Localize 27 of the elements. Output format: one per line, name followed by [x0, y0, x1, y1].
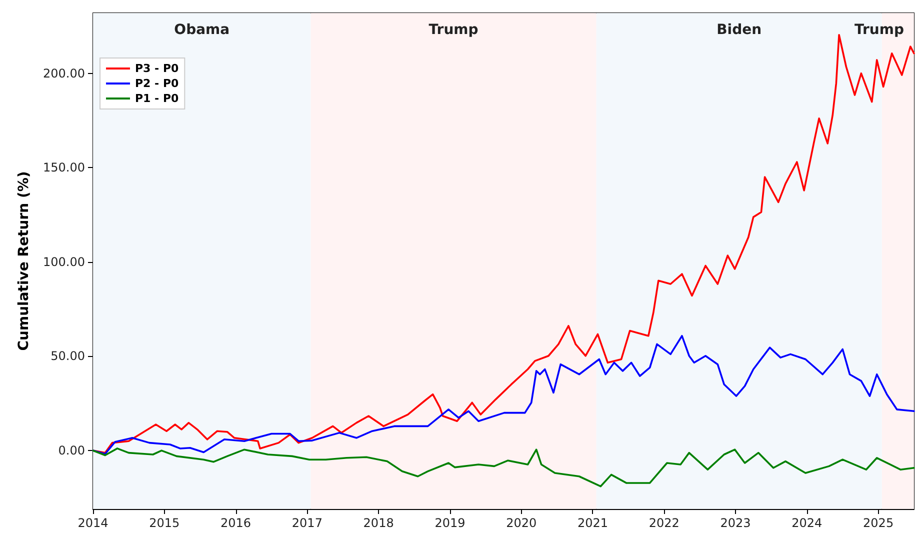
x-tick-label: 2025: [863, 516, 894, 530]
x-tick-label: 2014: [78, 516, 108, 530]
line-series: [92, 334, 915, 455]
x-tick-label: 2022: [648, 516, 680, 530]
legend-label: P2 - P0: [135, 77, 179, 90]
x-tick-label: 2024: [792, 516, 822, 530]
y-tick-label: 150.00: [43, 160, 85, 175]
band-label: Trump: [854, 22, 904, 38]
x-tick-label: 2019: [434, 516, 466, 530]
y-tick-label: 0.00: [58, 444, 85, 458]
band-label: Biden: [716, 22, 762, 38]
x-tick-label: 2016: [220, 516, 252, 530]
y-tick-label: 50.00: [50, 349, 85, 364]
x-tick-label: 2023: [720, 516, 751, 530]
y-tick-label: 200.00: [43, 66, 85, 80]
band-label: Obama: [174, 22, 230, 38]
y-axis-title: Cumulative Return (%): [16, 171, 32, 351]
y-tick-label: 100.00: [43, 254, 85, 269]
band-label: Trump: [428, 22, 478, 38]
x-tick-label: 2018: [363, 516, 394, 530]
legend-label: P3 - P0: [135, 62, 179, 75]
legend-label: P1 - P0: [135, 92, 179, 105]
x-tick-label: 2020: [506, 516, 537, 530]
x-tick-label: 2021: [577, 516, 608, 530]
x-tick-label: 2017: [292, 516, 322, 530]
line-series: [92, 448, 915, 488]
x-tick-label: 2015: [149, 516, 180, 530]
